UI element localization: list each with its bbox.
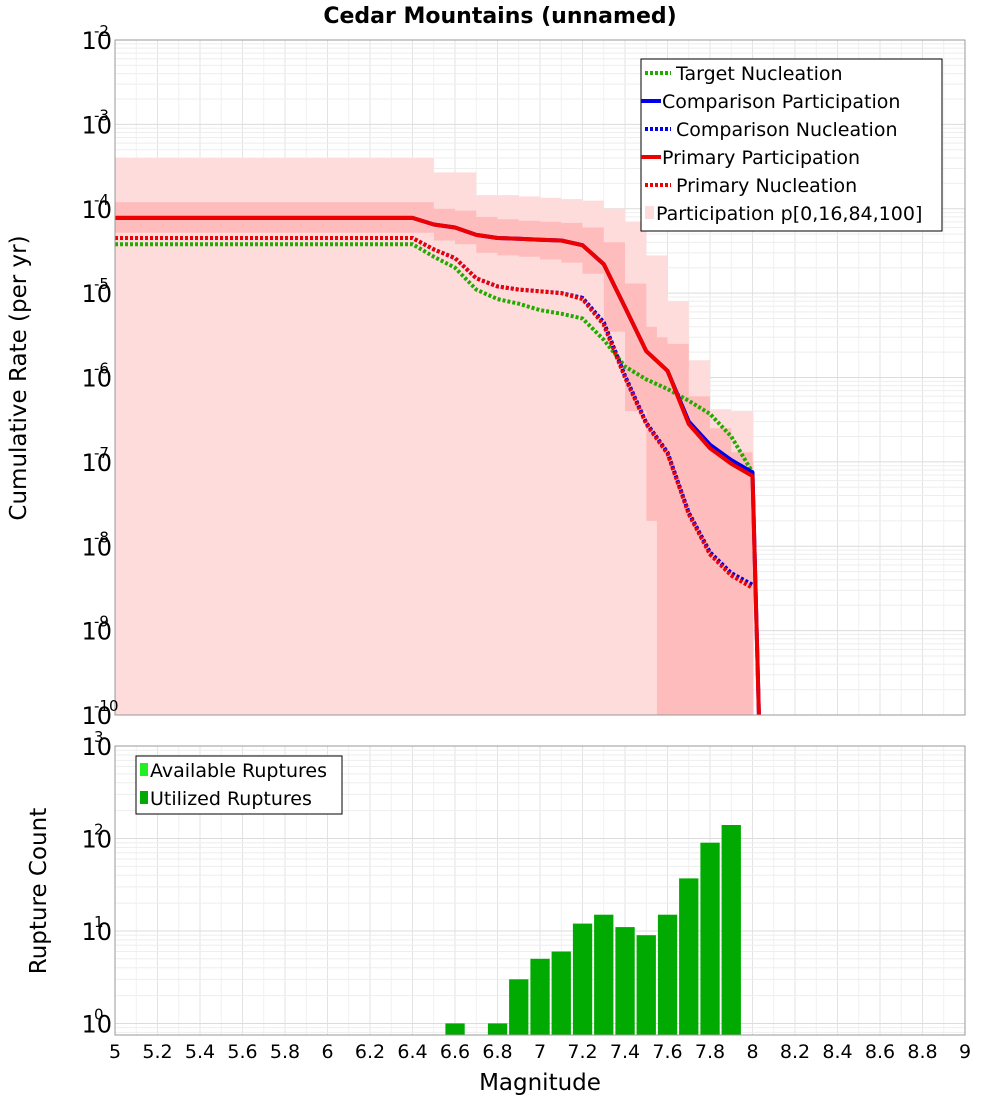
x-tick-label: 5.2 — [142, 1041, 172, 1063]
legend-label-primary-participation: Primary Participation — [662, 147, 860, 169]
bottom-ytick-exponent: 1 — [94, 913, 104, 931]
band-p16-p84 — [115, 202, 754, 716]
bottom-legend-frame — [135, 755, 343, 815]
x-tick-label: 8 — [746, 1041, 758, 1063]
legend-label-comparison-participation: Comparison Participation — [662, 91, 900, 113]
bottom-ytick-label: 10 — [81, 918, 112, 946]
top-ytick-exponent: -5 — [94, 275, 109, 293]
x-tick-label: 8.6 — [865, 1041, 895, 1063]
x-axis-label: Magnitude — [479, 1070, 601, 1096]
bar-utilized-ruptures — [679, 878, 699, 1035]
bar-utilized-ruptures — [615, 927, 635, 1035]
legend-swatch-participation-band — [645, 206, 654, 219]
top-ytick-exponent: -4 — [94, 191, 109, 209]
top-ytick-label: 10 — [81, 702, 112, 730]
bar-utilized-ruptures — [700, 842, 720, 1035]
x-tick-label: 9 — [959, 1041, 971, 1063]
bottom-x-ticks: 5 5.2 5.4 5.6 5.8 6 6.2 6.4 6.6 6.8 7 7.2 7.4 7.6 7.8 8… — [109, 1041, 971, 1063]
top-series — [115, 215, 761, 716]
x-tick-label: 5 — [109, 1041, 121, 1063]
x-tick-label: 8.2 — [780, 1041, 810, 1063]
x-tick-label: 7.6 — [652, 1041, 682, 1063]
legend-label-participation-band: Participation p[0,16,84,100] — [656, 203, 922, 225]
top-y-axis-label: Cumulative Rate (per yr) — [6, 235, 32, 520]
chart-title: Cedar Mountains (unnamed) — [323, 4, 676, 29]
x-tick-label: 5.4 — [185, 1041, 215, 1063]
top-bands — [115, 158, 754, 716]
bar-utilized-ruptures — [487, 1023, 508, 1035]
legend-label-utilized-ruptures: Utilized Ruptures — [150, 788, 312, 810]
top-ytick-exponent: -7 — [94, 444, 109, 462]
bottom-ytick-label: 10 — [81, 1010, 112, 1038]
bar-utilized-ruptures — [509, 979, 529, 1035]
top-ytick-label: 10 — [81, 449, 112, 477]
legend-swatch-utilized-ruptures — [140, 791, 148, 804]
bottom-plot-frame — [114, 745, 966, 1036]
top-legend-frame — [640, 58, 943, 232]
top-ytick-exponent: -2 — [94, 22, 109, 40]
series-line-primary-nucleation — [115, 236, 754, 590]
bar-utilized-ruptures — [594, 914, 614, 1035]
top-ytick-label: 10 — [81, 111, 112, 139]
bar-utilized-ruptures — [551, 951, 571, 1035]
legend-label-comparison-nucleation: Comparison Nucleation — [676, 119, 898, 141]
bottom-ytick-label: 10 — [81, 825, 112, 853]
bar-utilized-ruptures — [721, 825, 741, 1035]
bottom-legend: Available Ruptures Utilized Ruptures — [135, 755, 343, 815]
x-tick-label: 7.8 — [695, 1041, 725, 1063]
top-ytick-exponent: -8 — [94, 528, 109, 546]
x-tick-label: 5.8 — [270, 1041, 300, 1063]
top-plot-frame — [114, 39, 966, 716]
series-line-primary-participation — [115, 215, 761, 716]
top-ytick-label: 10 — [81, 365, 112, 393]
x-tick-label: 6 — [321, 1041, 333, 1063]
top-ytick-exponent: -3 — [94, 106, 109, 124]
bottom-y-axis-label: Rupture Count — [26, 808, 52, 974]
top-ytick-label: 10 — [81, 533, 112, 561]
top-ytick-exponent: -10 — [94, 697, 119, 715]
x-tick-label: 6.2 — [355, 1041, 385, 1063]
x-tick-label: 7 — [534, 1041, 546, 1063]
bar-utilized-ruptures — [445, 1023, 465, 1035]
bar-utilized-ruptures — [657, 914, 678, 1035]
x-tick-label: 8.8 — [907, 1041, 937, 1063]
band-p0-p100 — [115, 158, 754, 715]
legend-swatch-available-ruptures — [140, 763, 148, 776]
top-ytick-exponent: -9 — [94, 613, 109, 631]
bottom-ytick-label: 10 — [81, 733, 112, 761]
top-ytick-label: 10 — [81, 280, 112, 308]
x-tick-label: 6.4 — [397, 1041, 427, 1063]
x-tick-label: 8.4 — [822, 1041, 852, 1063]
legend-label-target-nucleation: Target Nucleation — [675, 63, 843, 85]
bottom-ytick-exponent: 0 — [94, 1005, 104, 1023]
bottom-ytick-exponent: 2 — [94, 820, 104, 838]
bottom-ytick-exponent: 3 — [94, 728, 104, 746]
top-ytick-label: 10 — [81, 196, 112, 224]
bar-utilized-ruptures — [636, 935, 656, 1035]
x-tick-label: 6.6 — [440, 1041, 470, 1063]
x-tick-label: 7.2 — [567, 1041, 597, 1063]
legend-label-available-ruptures: Available Ruptures — [150, 760, 327, 782]
top-ytick-exponent: -6 — [94, 360, 109, 378]
bottom-bars — [445, 825, 741, 1035]
x-tick-label: 7.4 — [610, 1041, 640, 1063]
top-ytick-label: 10 — [81, 27, 112, 55]
bar-utilized-ruptures — [530, 958, 550, 1035]
x-tick-label: 6.8 — [482, 1041, 512, 1063]
top-legend: Target Nucleation Comparison Participati… — [640, 58, 943, 232]
legend-label-primary-nucleation: Primary Nucleation — [676, 175, 857, 197]
bar-utilized-ruptures — [572, 923, 593, 1035]
series-line-target-nucleation — [115, 242, 755, 474]
top-ytick-label: 10 — [81, 618, 112, 646]
x-tick-label: 5.6 — [227, 1041, 257, 1063]
